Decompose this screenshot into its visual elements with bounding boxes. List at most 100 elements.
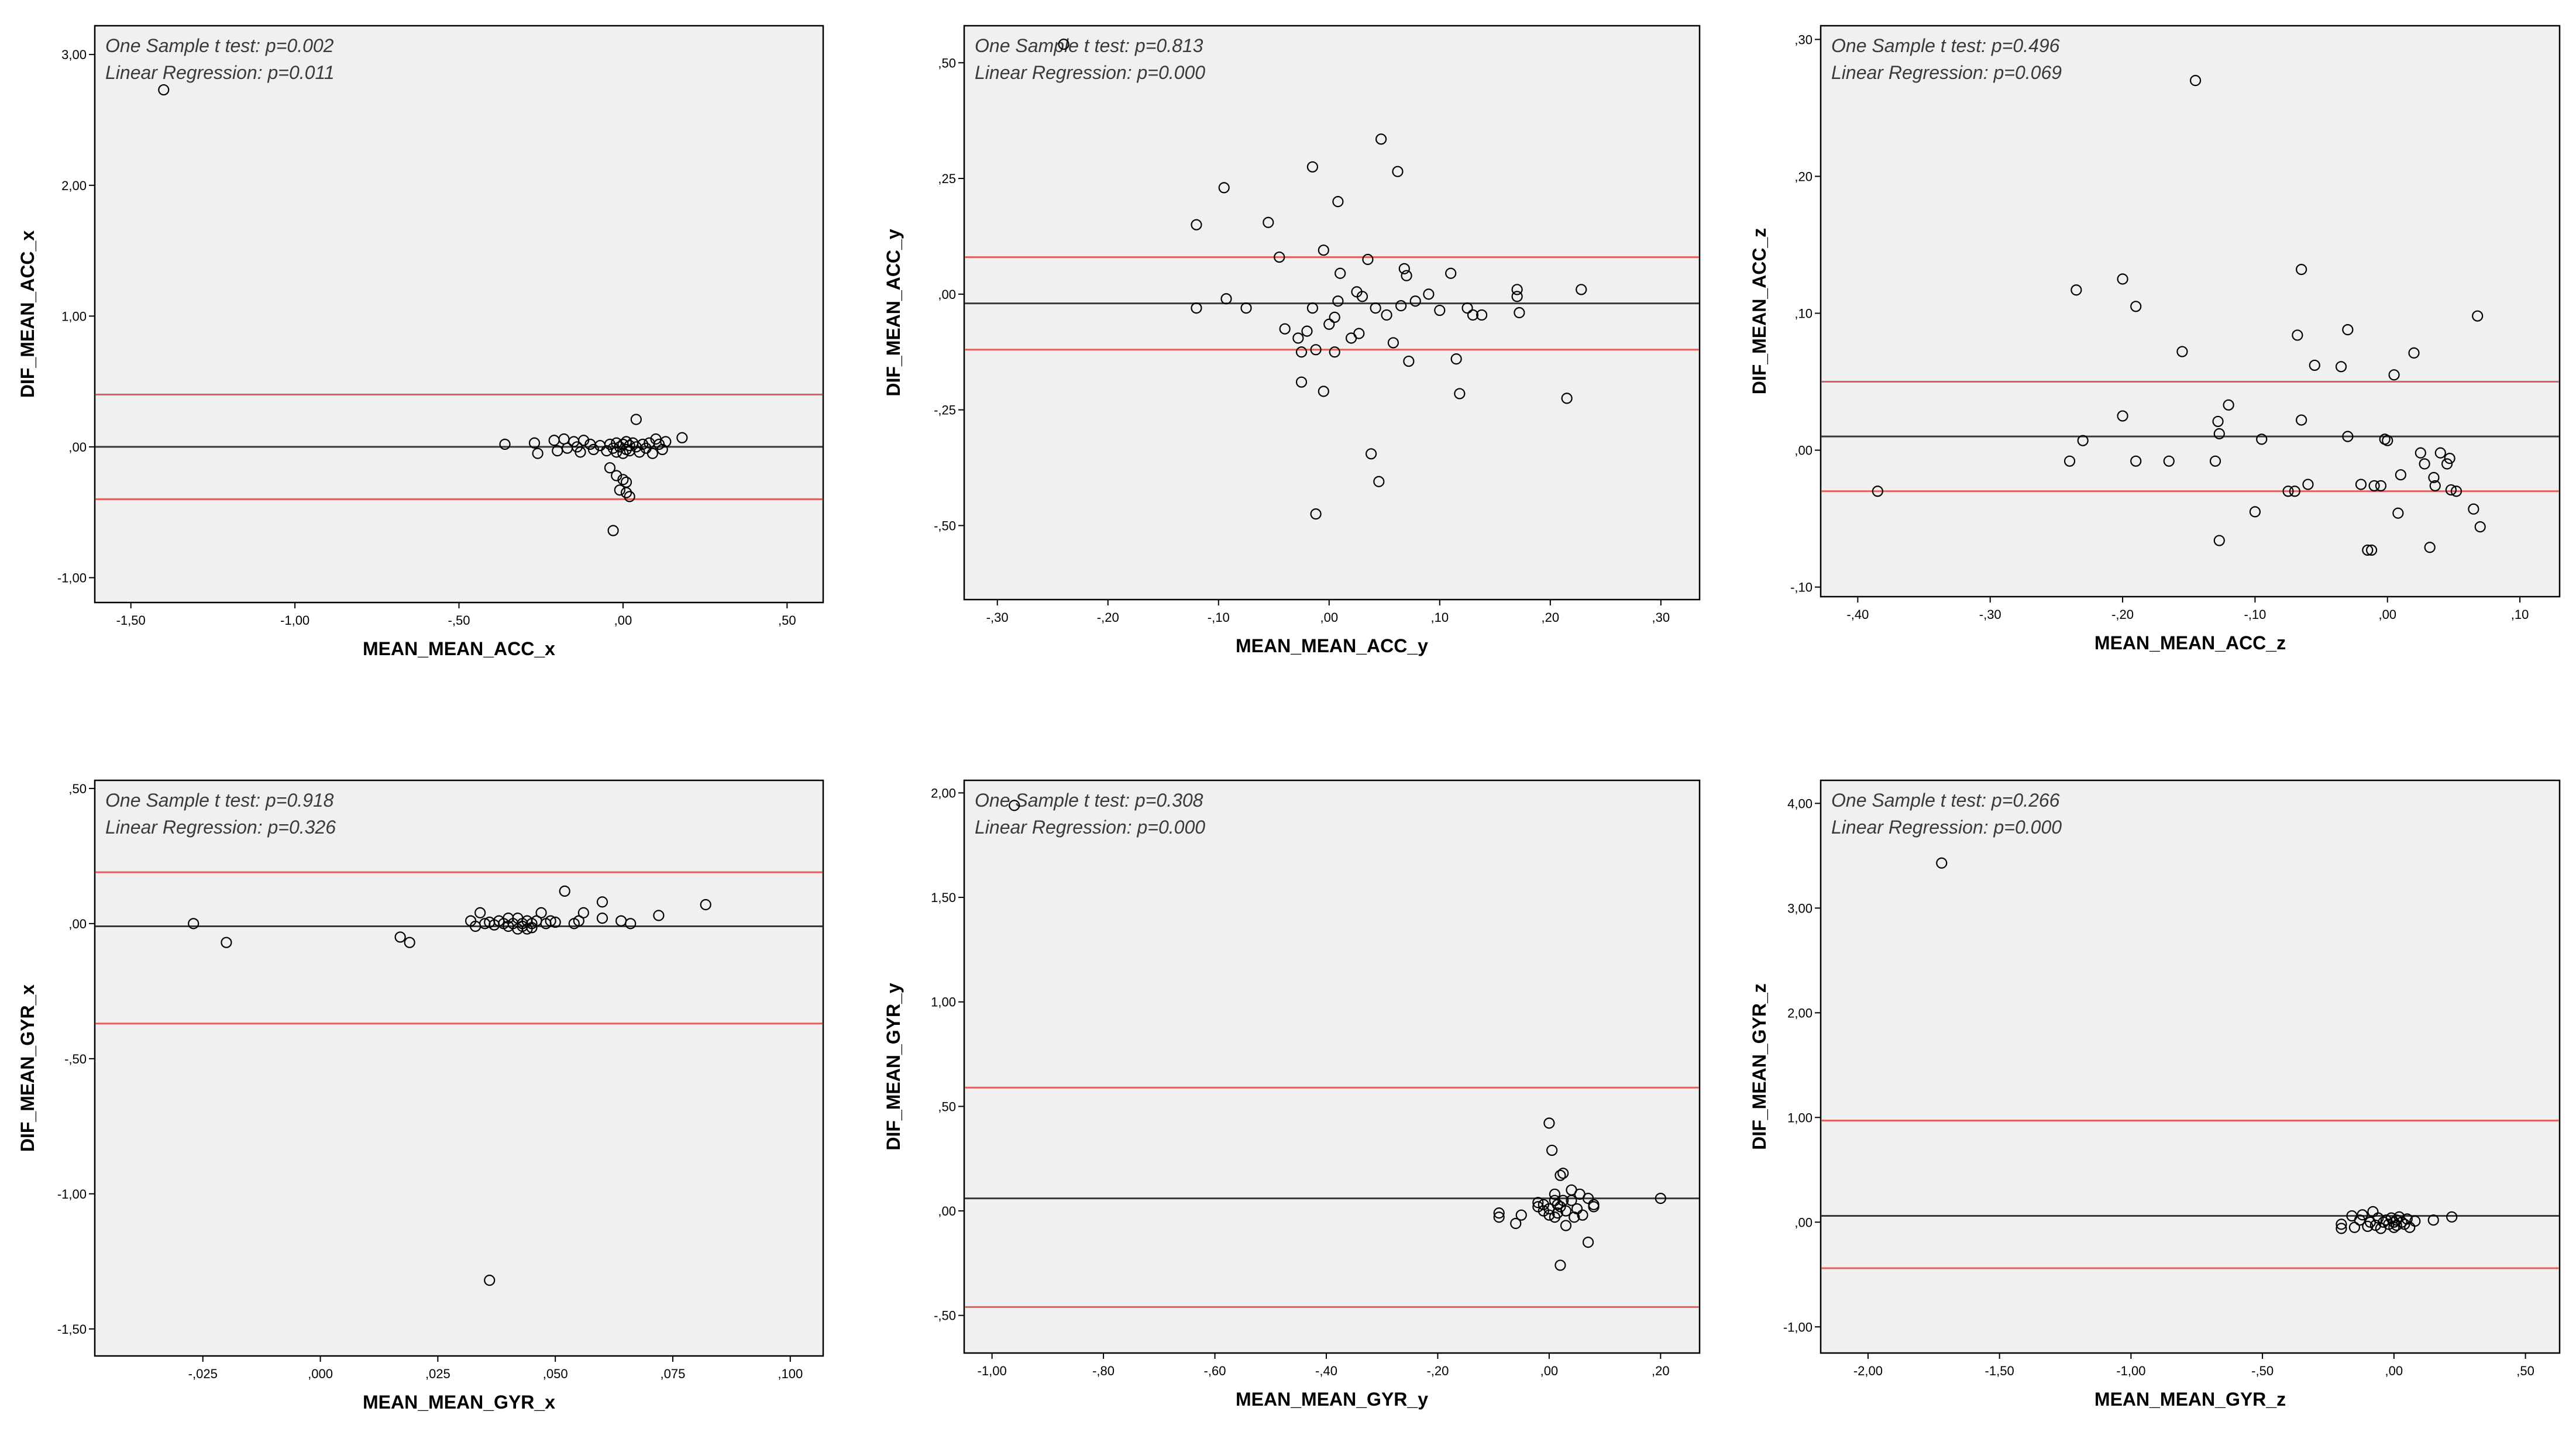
data-point (2117, 273, 2128, 285)
x-tick-label: ,00 (2385, 1364, 2403, 1378)
stat-annotation: One Sample t test: p=0.496 (1831, 35, 2060, 56)
data-point (1332, 196, 1344, 208)
data-point (1434, 304, 1446, 316)
data-point (1301, 325, 1313, 337)
data-point (1366, 448, 1377, 460)
data-point (499, 438, 511, 450)
plot-area (94, 25, 824, 604)
data-point (1423, 288, 1435, 300)
data-point (1511, 284, 1523, 295)
data-point (2355, 479, 2367, 490)
data-point (1353, 328, 1365, 339)
x-tick-label: ,00 (1540, 1364, 1559, 1378)
x-tick-label: ,10 (2511, 607, 2529, 622)
x-tick-label: ,50 (778, 613, 796, 628)
data-point (1329, 311, 1340, 323)
stat-annotation: One Sample t test: p=0.813 (975, 35, 1203, 56)
data-point (1058, 39, 1069, 50)
x-tick-label: -,30 (1979, 607, 2001, 622)
y-tick-label: -1,50 (57, 1322, 87, 1337)
data-point (2336, 1218, 2347, 1230)
x-tick-label: -,60 (1204, 1364, 1226, 1378)
data-point (1582, 1237, 1594, 1248)
data-point (1577, 1209, 1588, 1221)
data-point (1403, 355, 1415, 367)
data-point (2388, 369, 2400, 381)
data-point (2427, 1214, 2439, 1226)
y-tick-label: -,10 (1790, 580, 1813, 595)
y-tick-label: -,50 (934, 518, 956, 533)
y-tick-label: -1,00 (1783, 1320, 1813, 1334)
data-point (1310, 508, 1322, 520)
data-point (1543, 1209, 1555, 1221)
y-tick-label: 2,00 (61, 178, 87, 193)
y-tick-label: ,10 (1794, 307, 1813, 321)
data-point (394, 931, 406, 943)
stat-annotation: One Sample t test: p=0.308 (975, 790, 1203, 811)
data-point (1191, 302, 1202, 314)
y-axis-title: DIF_MEAN_GYR_x (17, 984, 38, 1152)
data-point (2446, 1211, 2458, 1223)
data-point (2393, 1211, 2405, 1223)
y-tick-label: 1,00 (931, 995, 956, 1010)
data-point (1467, 309, 1479, 321)
stat-annotation: Linear Regression: p=0.000 (1831, 817, 2062, 838)
x-tick-label: -,20 (1426, 1364, 1449, 1378)
data-point (1538, 1205, 1549, 1217)
data-point (2445, 484, 2457, 496)
data-point (2409, 1215, 2421, 1227)
data-point (1560, 1205, 1572, 1217)
data-point (1549, 1188, 1561, 1200)
x-tick-label: ,20 (1652, 1364, 1670, 1378)
y-tick-label: ,00 (1794, 1215, 1813, 1230)
data-point (617, 474, 629, 486)
data-point (607, 525, 619, 536)
y-tick-label: ,50 (938, 56, 956, 70)
x-tick-label: -1,00 (2116, 1364, 2145, 1378)
data-point (2335, 361, 2347, 373)
data-point (474, 907, 486, 918)
data-point (624, 440, 635, 452)
x-tick-label: -1,00 (280, 613, 309, 628)
data-point (158, 84, 170, 96)
data-point (700, 899, 711, 911)
y-tick-label: ,50 (938, 1099, 956, 1114)
data-point (1375, 133, 1387, 145)
x-tick-label: -,10 (2244, 607, 2266, 622)
data-point (1582, 1192, 1594, 1204)
data-point (545, 915, 556, 927)
data-point (2395, 469, 2406, 481)
x-tick-label: ,075 (661, 1366, 686, 1381)
x-tick-label: -2,00 (1853, 1364, 1883, 1378)
data-point (1554, 1259, 1566, 1271)
plot-area (1820, 779, 2561, 1354)
data-point (2419, 458, 2430, 470)
data-point (2282, 486, 2294, 497)
stat-annotation: Linear Regression: p=0.011 (105, 62, 335, 83)
data-point (2213, 428, 2225, 440)
data-point (221, 937, 232, 948)
data-point (575, 446, 586, 458)
data-point (625, 918, 637, 930)
x-tick-label: ,000 (308, 1366, 333, 1381)
data-point (2424, 542, 2436, 553)
y-axis-title: DIF_MEAN_ACC_z (1749, 228, 1770, 394)
data-point (1009, 800, 1020, 811)
data-point (1395, 300, 1407, 312)
data-point (2392, 507, 2404, 519)
data-point (1532, 1197, 1544, 1209)
data-point (2365, 544, 2378, 556)
chart-panel-acc_y: -,30 -,20 -,10 ,00 ,10 ,20 ,30 -,50 -,25 ,00 ,25 ,5… (883, 25, 1701, 656)
data-point (1381, 309, 1392, 321)
data-point (1510, 1217, 1522, 1230)
data-point (676, 432, 688, 443)
x-tick-label: -1,50 (116, 613, 146, 628)
data-point (653, 910, 665, 921)
data-point (1557, 1195, 1569, 1206)
data-point (1554, 1169, 1566, 1181)
data-point (1576, 284, 1587, 295)
data-point (2472, 310, 2484, 322)
data-point (2368, 480, 2380, 492)
data-point (2348, 1221, 2361, 1233)
data-point (2354, 1214, 2366, 1226)
